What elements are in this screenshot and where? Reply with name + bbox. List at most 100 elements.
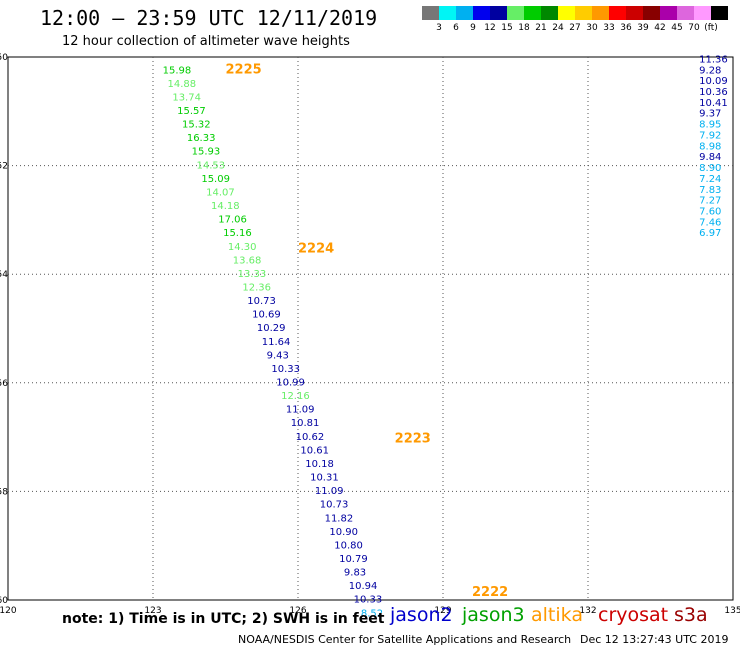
scale-label-12: 12 [484, 23, 496, 33]
wave-height-label: 8.95 [699, 120, 721, 131]
track-number-label: 2224 [298, 241, 334, 256]
wave-height-label: 14.07 [206, 187, 235, 198]
wave-height-label: 11.64 [262, 337, 291, 348]
wave-height-label: 14.88 [168, 79, 197, 90]
wave-height-label: 10.29 [257, 323, 286, 334]
wave-height-label: 15.32 [182, 120, 211, 131]
legend-jason3: jason3 [462, 604, 525, 626]
wave-height-label: 10.18 [305, 459, 334, 470]
scale-box-12 [626, 6, 643, 20]
scale-box-16 [694, 6, 711, 20]
wave-height-label: 10.31 [310, 473, 339, 484]
wave-height-label: 12.16 [281, 391, 310, 402]
scale-label-15: 15 [501, 23, 513, 33]
wave-height-label: 12.36 [242, 282, 271, 293]
wave-height-label: 9.37 [699, 109, 721, 120]
wave-height-label: 15.09 [201, 174, 230, 185]
wave-height-label: 15.93 [192, 147, 221, 158]
scale-unit: (ft) [704, 23, 718, 33]
scale-box-6 [524, 6, 541, 20]
scale-box-9 [575, 6, 592, 20]
scale-box-17 [711, 6, 728, 20]
wave-height-label: 17.06 [218, 215, 247, 226]
scale-box-14 [660, 6, 677, 20]
wave-height-label: 11.36 [699, 54, 728, 65]
legend-s3a: s3a [674, 604, 708, 626]
wave-height-label: 15.98 [163, 65, 192, 76]
wave-height-label: 7.60 [699, 206, 721, 217]
scale-label-45: 45 [671, 23, 683, 33]
wave-height-label: 7.83 [699, 185, 721, 196]
wave-height-label: 14.18 [211, 201, 240, 212]
scale-box-0 [422, 6, 439, 20]
wave-height-label: 9.43 [267, 350, 289, 361]
wave-height-label: 10.33 [271, 364, 300, 375]
scale-label-24: 24 [552, 23, 564, 33]
wave-height-label: 10.90 [329, 527, 358, 538]
track-number-label: 2223 [395, 432, 431, 447]
wave-height-label: 10.41 [699, 98, 728, 109]
wave-height-label: 10.73 [320, 500, 349, 511]
x-tick-label: 132 [579, 606, 596, 616]
footer-note: note: 1) Time is in UTC; 2) SWH is in fe… [62, 611, 385, 627]
legend-altika: altika [531, 604, 583, 626]
scale-label-18: 18 [518, 23, 530, 33]
scale-label-30: 30 [586, 23, 598, 33]
scale-box-15 [677, 6, 694, 20]
scale-label-3: 3 [436, 23, 442, 33]
wave-height-label: 7.46 [699, 217, 721, 228]
wave-height-label: 11.82 [325, 513, 354, 524]
scale-box-11 [609, 6, 626, 20]
generated-timestamp: Dec 12 13:27:43 UTC 2019 [580, 633, 729, 646]
scale-box-2 [456, 6, 473, 20]
scale-box-5 [507, 6, 524, 20]
wave-height-label: 7.92 [699, 130, 721, 141]
scale-box-13 [643, 6, 660, 20]
wave-height-label: 7.27 [699, 196, 721, 207]
y-tick-label: -60 [0, 596, 8, 606]
scale-box-4 [490, 6, 507, 20]
wave-height-label: 10.09 [699, 76, 728, 87]
track-number-label: 2225 [226, 62, 262, 77]
wave-height-label: 8.90 [699, 163, 721, 174]
wave-height-label: 14.53 [197, 160, 226, 171]
scale-box-3 [473, 6, 490, 20]
wave-height-label: 11.09 [286, 405, 315, 416]
x-tick-label: 129 [434, 606, 451, 616]
scale-label-42: 42 [654, 23, 666, 33]
x-tick-label: 135 [724, 606, 740, 616]
wave-height-label: 13.33 [238, 269, 267, 280]
wave-height-label: 9.83 [344, 568, 366, 579]
scale-label-21: 21 [535, 23, 547, 33]
scale-label-27: 27 [569, 23, 581, 33]
wave-height-label: 8.98 [699, 141, 721, 152]
legend-jason2: jason2 [390, 604, 453, 626]
y-tick-label: -50 [0, 53, 8, 63]
x-tick-label: 123 [144, 606, 161, 616]
scale-box-8 [558, 6, 575, 20]
wave-height-label: 13.74 [172, 92, 201, 103]
wave-height-label: 10.62 [296, 432, 325, 443]
wave-height-label: 10.81 [291, 418, 320, 429]
wave-height-label: 16.33 [187, 133, 216, 144]
plot-frame [7, 56, 734, 601]
scale-label-9: 9 [470, 23, 476, 33]
wave-height-label: 9.28 [699, 65, 721, 76]
track-number-label: 2222 [472, 585, 508, 600]
scale-label-33: 33 [603, 23, 615, 33]
wave-height-label: 10.73 [247, 296, 276, 307]
page-subtitle: 12 hour collection of altimeter wave hei… [62, 34, 350, 49]
scale-box-1 [439, 6, 456, 20]
scale-box-7 [541, 6, 558, 20]
wave-height-label: 10.61 [300, 445, 329, 456]
scale-box-10 [592, 6, 609, 20]
wave-height-label: 11.09 [315, 486, 344, 497]
wave-height-label: 10.94 [349, 581, 378, 592]
wave-height-label: 9.84 [699, 152, 721, 163]
scale-label-36: 36 [620, 23, 632, 33]
x-tick-label: 126 [289, 606, 306, 616]
wave-height-label: 10.33 [354, 595, 383, 606]
wave-height-label: 10.69 [252, 310, 281, 321]
y-tick-label: -54 [0, 270, 8, 280]
